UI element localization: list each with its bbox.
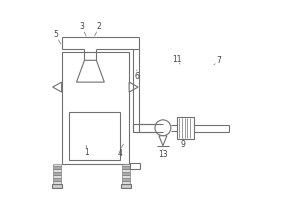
Bar — [121, 184, 131, 188]
Text: 9: 9 — [180, 140, 185, 149]
Text: 4: 4 — [118, 149, 123, 158]
Bar — [177, 117, 194, 139]
Text: 1: 1 — [84, 148, 89, 157]
Polygon shape — [122, 172, 130, 175]
Polygon shape — [76, 60, 104, 82]
Polygon shape — [53, 166, 61, 169]
Bar — [52, 184, 61, 188]
Bar — [130, 163, 140, 169]
Polygon shape — [53, 164, 61, 166]
Polygon shape — [122, 181, 130, 184]
Polygon shape — [122, 184, 130, 186]
Polygon shape — [53, 175, 61, 178]
Polygon shape — [122, 175, 130, 178]
Polygon shape — [122, 164, 130, 166]
Polygon shape — [122, 166, 130, 169]
Polygon shape — [53, 82, 62, 92]
Polygon shape — [53, 181, 61, 184]
Text: 11: 11 — [172, 55, 182, 64]
Bar — [69, 112, 120, 160]
Text: 13: 13 — [158, 150, 168, 159]
Text: 6: 6 — [135, 72, 140, 81]
Text: 7: 7 — [216, 56, 221, 65]
Polygon shape — [53, 184, 61, 186]
Text: 5: 5 — [53, 30, 58, 39]
Bar — [61, 52, 129, 164]
Polygon shape — [122, 169, 130, 172]
Text: 2: 2 — [97, 22, 102, 31]
Polygon shape — [159, 136, 167, 146]
Text: 3: 3 — [79, 22, 84, 31]
Polygon shape — [129, 82, 138, 92]
Polygon shape — [122, 178, 130, 181]
Polygon shape — [53, 169, 61, 172]
Polygon shape — [53, 178, 61, 181]
Circle shape — [155, 120, 171, 136]
Polygon shape — [53, 172, 61, 175]
